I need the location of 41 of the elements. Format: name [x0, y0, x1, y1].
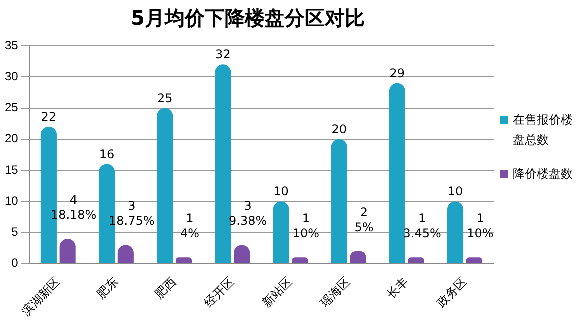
- bar: [448, 202, 464, 264]
- bar: [273, 202, 290, 264]
- y-tick-label: 15: [4, 162, 19, 177]
- y-tick-label: 25: [4, 100, 19, 115]
- x-tick-label: 经开区: [202, 274, 238, 310]
- y-tick-label: 5: [12, 225, 19, 240]
- y-tick-label: 35: [4, 38, 19, 52]
- bar: [408, 258, 424, 264]
- data-label: 32: [216, 48, 231, 62]
- x-tick-label: 滨湖新区: [19, 274, 63, 318]
- chart-title: 5月均价下降楼盘分区对比: [131, 6, 365, 30]
- data-label: 20: [332, 122, 347, 136]
- y-tick-label: 10: [4, 194, 19, 208]
- y-tick-label: 20: [4, 132, 19, 146]
- bar: [466, 258, 482, 264]
- legend-label: 降价楼盘数: [513, 166, 573, 183]
- data-label: 25: [157, 91, 173, 106]
- data-label: 10: [448, 184, 464, 199]
- x-tick-label: 政务区: [434, 274, 470, 310]
- bar: [157, 108, 174, 264]
- bar: [292, 258, 308, 264]
- x-tick-label: 肥东: [94, 274, 121, 302]
- data-label: 10: [274, 184, 289, 199]
- bar: [389, 83, 406, 264]
- data-label: 16: [99, 147, 115, 162]
- y-tick-label: 0: [12, 256, 19, 270]
- bar: [215, 64, 232, 264]
- data-label: 1 4%: [180, 212, 200, 241]
- data-label: 2 5%: [354, 205, 374, 234]
- data-label: 1 10%: [467, 212, 494, 241]
- bar: [331, 139, 348, 264]
- y-tick-label: 30: [4, 69, 19, 84]
- x-tick-label: 肥西: [152, 274, 180, 302]
- x-tick-label: 瑶海区: [318, 274, 354, 310]
- data-label: 29: [390, 66, 406, 80]
- x-tick-label: 新站区: [260, 274, 296, 310]
- bar: [176, 258, 192, 264]
- x-tick-label: 长丰: [384, 274, 412, 302]
- data-label: 22: [41, 110, 57, 124]
- legend-label: 在售报价楼盘总数: [513, 112, 574, 149]
- data-label: 1 10%: [292, 212, 320, 241]
